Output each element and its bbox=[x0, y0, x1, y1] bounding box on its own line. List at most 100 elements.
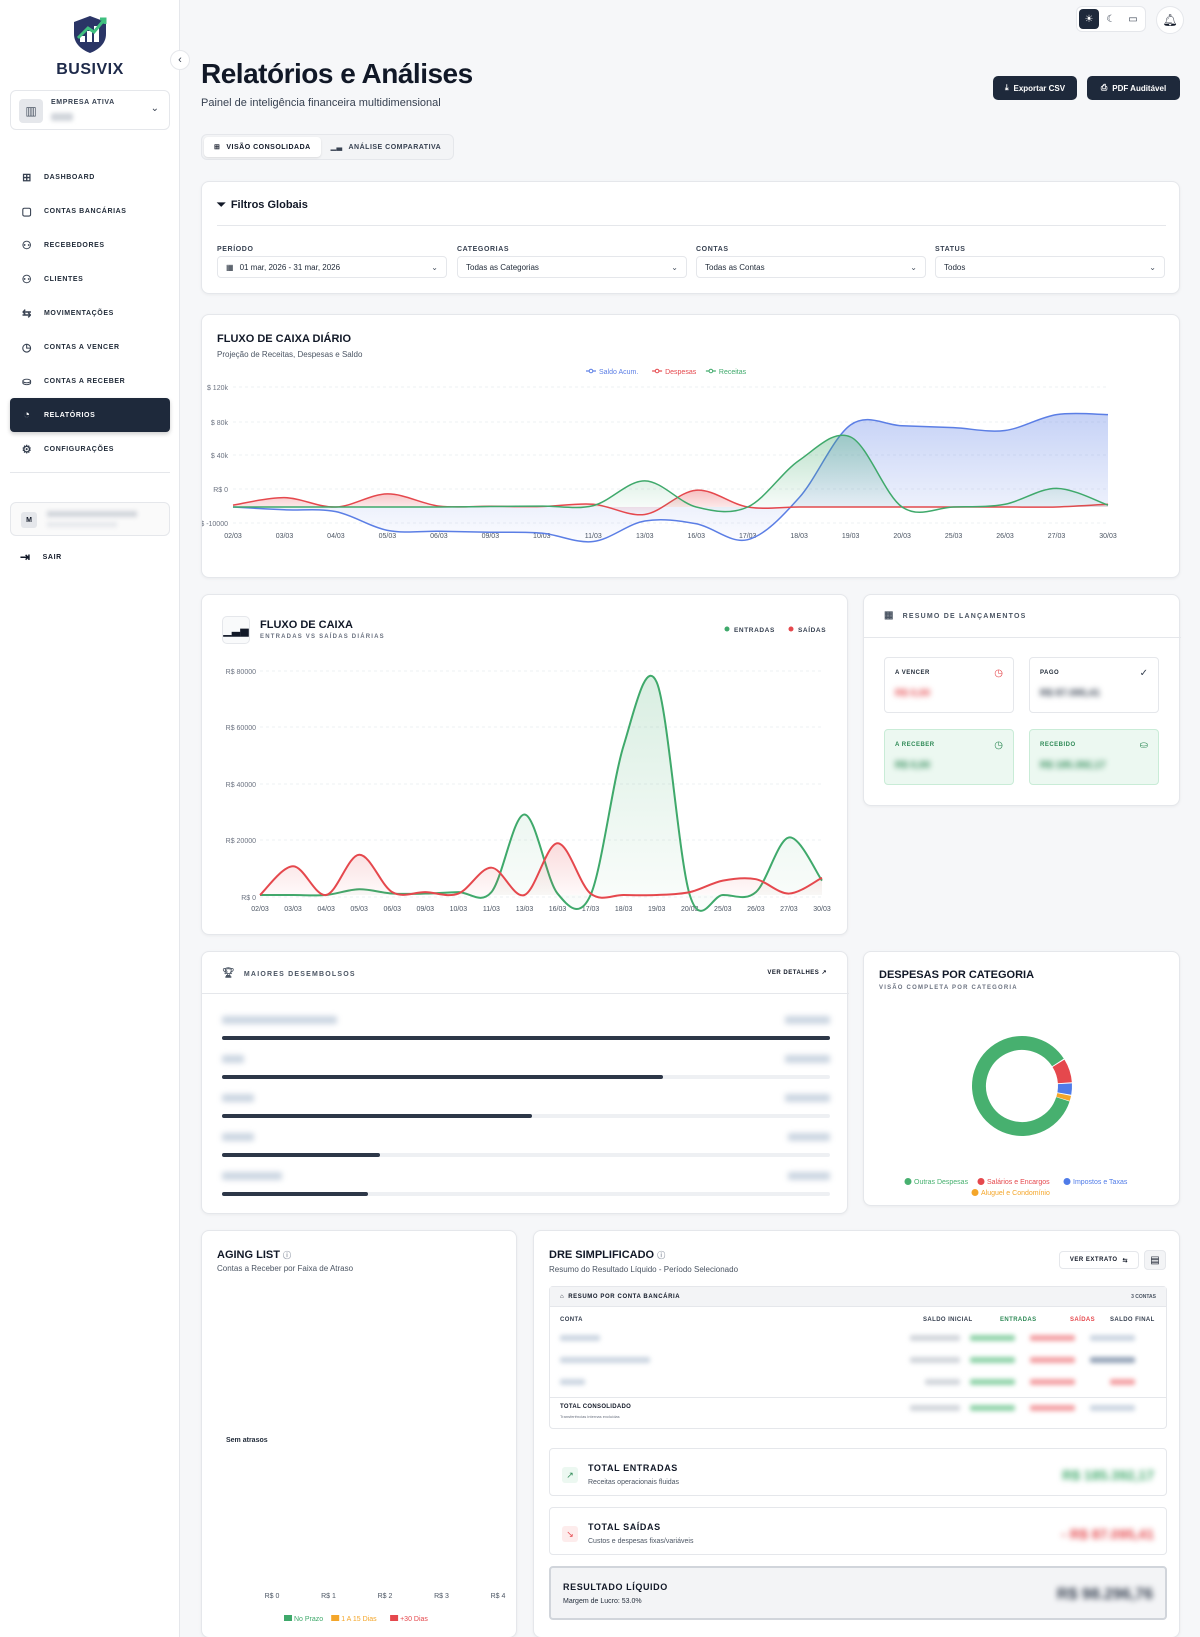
fluxo-caixa-card: ▁▃▅ FLUXO DE CAIXA ENTRADAS VS SAÍDAS DI… bbox=[201, 594, 848, 935]
clock-icon: ◷ bbox=[994, 740, 1003, 751]
filters-title-text: Filtros Globais bbox=[230, 199, 308, 211]
recebido-label: RECEBIDO bbox=[1040, 742, 1076, 748]
a-vencer-tile[interactable]: A VENCER ◷ R$ 0,00 bbox=[884, 657, 1014, 713]
periodo-select[interactable]: ▦ 01 mar, 2026 - 31 mar, 2026 ⌄ bbox=[217, 256, 447, 278]
legend-label: Despesas bbox=[665, 369, 697, 376]
pdf-label: PDF Auditável bbox=[1112, 83, 1167, 93]
desembolsos-title-text: MAIORES DESEMBOLSOS bbox=[243, 971, 356, 978]
desembolso-value bbox=[788, 1172, 830, 1180]
ver-detalhes-link[interactable]: VER DETALHES ↗ bbox=[767, 969, 827, 976]
sidebar-item-clientes[interactable]: ⚇ CLIENTES bbox=[10, 262, 170, 296]
series-area-SAÍDAS bbox=[260, 843, 822, 898]
x-tick-label: 05/03 bbox=[350, 906, 368, 913]
legend-swatch bbox=[390, 1615, 399, 1621]
pdf-button[interactable]: ⎙ PDF Auditável bbox=[1087, 76, 1180, 100]
despesas-categoria-card: DESPESAS POR CATEGORIA VISÃO COMPLETA PO… bbox=[863, 951, 1180, 1206]
company-selector[interactable]: ▥ EMPRESA ATIVA ⌄ bbox=[10, 90, 170, 130]
sidebar-item-configuracoes[interactable]: ⚙ CONFIGURAÇÕES bbox=[10, 432, 170, 466]
y-tick-label: $ 40k bbox=[211, 453, 229, 460]
a-receber-tile[interactable]: A RECEBER ◷ R$ 0,00 bbox=[884, 729, 1014, 785]
export-csv-button[interactable]: ⤓ Exportar CSV bbox=[993, 76, 1077, 100]
ver-extrato-button[interactable]: VER EXTRATO ⇆ bbox=[1059, 1251, 1139, 1269]
arrows-icon: ⇆ bbox=[1122, 1257, 1129, 1264]
aging-title: AGING LIST bbox=[217, 1249, 280, 1261]
logo-shield-icon bbox=[74, 16, 107, 53]
periodo-value: 01 mar, 2026 - 31 mar, 2026 bbox=[239, 262, 341, 272]
desembolso-bar bbox=[222, 1114, 533, 1118]
logout-button[interactable]: ⇥ SAIR bbox=[20, 550, 62, 564]
chevron-down-icon: ⌄ bbox=[431, 262, 438, 272]
recebido-tile[interactable]: RECEBIDO ⛀ R$ 185.392,17 bbox=[1029, 729, 1159, 785]
x-tick-label: 30/03 bbox=[813, 906, 831, 913]
moon-icon[interactable]: ☾ bbox=[1106, 13, 1116, 25]
legend-marker-dot bbox=[654, 368, 660, 374]
sun-icon[interactable]: ☀ bbox=[1079, 9, 1099, 29]
total-entradas-title: TOTAL ENTRADAS bbox=[588, 1463, 678, 1473]
info-icon[interactable]: ⓘ bbox=[657, 1251, 666, 1260]
pie-slice-Outras Despesas bbox=[972, 1036, 1072, 1136]
cell bbox=[970, 1379, 1015, 1385]
hand-coins-icon: ⛀ bbox=[22, 375, 32, 388]
contas-select[interactable]: Todas as Contas ⌄ bbox=[696, 256, 926, 278]
sidebar-item-label: CONFIGURAÇÕES bbox=[44, 445, 115, 453]
sidebar-item-contas-a-receber[interactable]: ⛀ CONTAS A RECEBER bbox=[10, 364, 170, 398]
series-area-Saldo Acum. bbox=[233, 413, 1108, 542]
col-saldo-inicial: SALDO INICIAL bbox=[923, 1317, 973, 1323]
sidebar-item-relatorios[interactable]: ◔ RELATÓRIOS bbox=[10, 398, 170, 432]
legend-label: Receitas bbox=[719, 369, 747, 376]
periodo-label: PERÍODO bbox=[217, 246, 254, 253]
divider bbox=[864, 637, 1181, 638]
pago-tile[interactable]: PAGO ✓ R$ 87.095,41 bbox=[1029, 657, 1159, 713]
x-tick-label: 26/03 bbox=[996, 533, 1014, 540]
y-tick-label: $ 120k bbox=[207, 385, 229, 392]
sidebar-item-contas-bancarias[interactable]: ▢ CONTAS BANCÁRIAS bbox=[10, 194, 170, 228]
desembolso-value bbox=[785, 1055, 830, 1063]
x-tick-label: 05/03 bbox=[379, 533, 397, 540]
collapse-sidebar-button[interactable]: ‹ bbox=[170, 50, 190, 70]
legend-dot bbox=[971, 1189, 979, 1196]
sidebar: BUSIVIX ‹ ▥ EMPRESA ATIVA ⌄ ⊞ DASHBOARD ▢… bbox=[0, 0, 190, 1637]
calculator-icon[interactable]: ▤ bbox=[1144, 1250, 1166, 1270]
x-tick-label: 30/03 bbox=[1099, 533, 1117, 540]
legend-label: Saldo Acum. bbox=[599, 369, 638, 376]
info-icon[interactable]: ⓘ bbox=[283, 1251, 292, 1260]
cell bbox=[1090, 1357, 1135, 1363]
legend-label: Aluguel e Condomínio bbox=[981, 1190, 1050, 1197]
arrow-up-right-icon: ↗ bbox=[562, 1467, 578, 1483]
x-tick-label: 25/03 bbox=[945, 533, 963, 540]
legend-label: +30 Dias bbox=[400, 1616, 428, 1623]
resultado-title: RESULTADO LÍQUIDO bbox=[563, 1582, 668, 1592]
divider bbox=[10, 472, 170, 473]
ver-extrato-label: VER EXTRATO bbox=[1069, 1257, 1118, 1263]
tab-visao-consolidada[interactable]: ⊞ VISÃO CONSOLIDADA bbox=[204, 137, 321, 157]
arrows-icon: ⇆ bbox=[22, 307, 32, 320]
desembolsos-title: 🏆︎ MAIORES DESEMBOLSOS bbox=[222, 968, 356, 979]
x-tick-label: 02/03 bbox=[251, 906, 269, 913]
user-card[interactable]: M bbox=[10, 502, 170, 536]
monitor-icon[interactable]: ▭ bbox=[1128, 13, 1138, 25]
brand-logo[interactable]: BUSIVIX bbox=[50, 14, 130, 79]
series-line-Saldo Acum. bbox=[232, 412, 1109, 543]
aging-card: AGING LIST ⓘ Contas a Receber por Faixa … bbox=[201, 1230, 517, 1637]
categorias-select[interactable]: Todas as Categorias ⌄ bbox=[457, 256, 687, 278]
building-icon: ▥ bbox=[19, 99, 43, 123]
sidebar-item-movimentacoes[interactable]: ⇆ MOVIMENTAÇÕES bbox=[10, 296, 170, 330]
sidebar-item-dashboard[interactable]: ⊞ DASHBOARD bbox=[10, 160, 170, 194]
desembolso-value bbox=[785, 1016, 830, 1024]
sidebar-item-label: RECEBEDORES bbox=[44, 241, 105, 249]
sidebar-item-recebedores[interactable]: ⚇ RECEBEDORES bbox=[10, 228, 170, 262]
categorias-label: CATEGORIAS bbox=[457, 246, 510, 253]
aging-chart: R$ 0 R$ 1 R$ 2 R$ 3 R$ 4 Sem atrasos No Prazo 1… bbox=[226, 1437, 505, 1623]
sidebar-item-contas-a-vencer[interactable]: ◷ CONTAS A VENCER bbox=[10, 330, 170, 364]
theme-toggle[interactable]: ☀ ☾ ▭ bbox=[1076, 6, 1146, 32]
tab-analise-comparativa[interactable]: ▁▃ ANÁLISE COMPARATIVA bbox=[321, 137, 452, 157]
status-select[interactable]: Todos ⌄ bbox=[935, 256, 1165, 278]
notifications-button[interactable]: 🔔︎ bbox=[1156, 6, 1184, 34]
bank-icon: ⌂ bbox=[560, 1294, 565, 1300]
a-vencer-value: R$ 0,00 bbox=[895, 688, 931, 699]
chart-title: DESPESAS POR CATEGORIA bbox=[879, 969, 1035, 981]
sidebar-item-label: CONTAS BANCÁRIAS bbox=[44, 207, 127, 215]
cell bbox=[910, 1405, 960, 1411]
pago-label: PAGO bbox=[1040, 670, 1060, 676]
chevron-down-icon: ⌄ bbox=[1149, 262, 1156, 272]
